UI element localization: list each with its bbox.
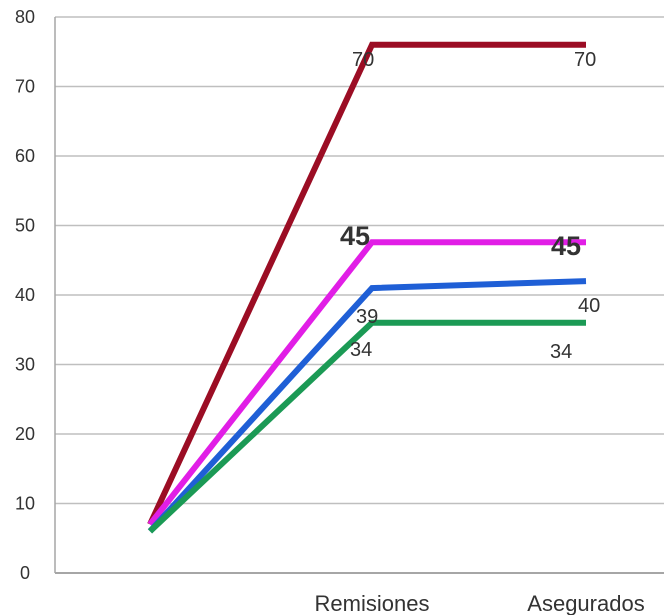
y-tick-label: 50	[15, 216, 35, 236]
y-tick-label: 60	[15, 146, 35, 166]
y-tick-label: 40	[15, 285, 35, 305]
y-tick-label: 30	[15, 355, 35, 375]
x-category-label: Remisiones	[315, 591, 430, 615]
y-tick-label: 80	[15, 7, 35, 27]
data-label: 40	[578, 295, 600, 317]
data-label: 70	[352, 49, 374, 71]
y-tick-label: 20	[15, 424, 35, 444]
data-label: 34	[350, 339, 372, 361]
series-line-2	[147, 239, 586, 527]
data-label: 70	[574, 49, 596, 71]
data-label: 34	[550, 341, 572, 363]
data-label: 45	[340, 221, 370, 251]
series-line-3	[147, 278, 587, 534]
data-label: 39	[356, 306, 378, 328]
x-axis-category-labels: Remisiones Asegurados	[315, 591, 645, 615]
y-tick-label: 0	[20, 563, 30, 583]
series-line-1	[147, 41, 586, 526]
x-category-label: Asegurados	[527, 591, 644, 615]
series-lines	[147, 41, 587, 534]
series-line-4	[147, 319, 586, 534]
y-axis-tick-labels: 0 10 20 30 40 50 60 70 80	[15, 7, 35, 583]
y-tick-label: 10	[15, 494, 35, 514]
y-tick-label: 70	[15, 77, 35, 97]
data-labels: 70 70 45 45 39 40 34 34	[340, 49, 600, 363]
data-label: 45	[551, 231, 581, 261]
gridlines	[54, 16, 664, 574]
